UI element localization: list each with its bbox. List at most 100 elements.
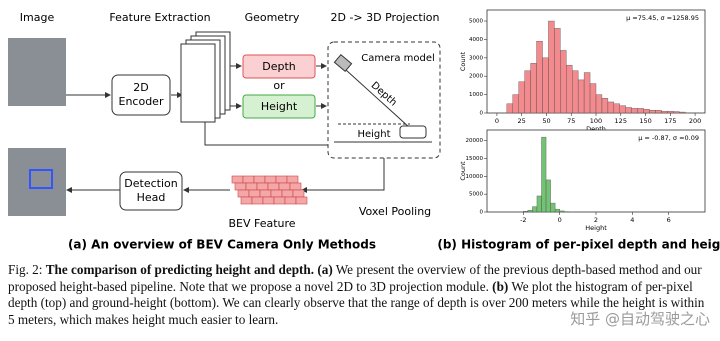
box-label: Voxel Pooling: [359, 205, 431, 218]
hist-bar: [577, 79, 585, 114]
bev-cell: [286, 175, 299, 184]
bev-cell: [275, 175, 288, 184]
x-tick-label: 0: [558, 216, 562, 224]
encoder-box: [111, 74, 171, 116]
x-axis-label: Depth: [586, 125, 606, 133]
hist-bar: [548, 20, 555, 114]
bev-grid: [231, 175, 308, 205]
box-label: Height: [261, 100, 298, 113]
x-axis-label: Height: [585, 224, 607, 232]
bev-cell: [240, 196, 253, 205]
hist-bar: [530, 63, 537, 114]
x-tick-label: 175: [664, 117, 676, 125]
x-tick-label: 75: [567, 117, 575, 125]
plot-frame: [486, 129, 706, 213]
caption: Fig. 2: The comparison of predicting hei…: [8, 262, 714, 328]
hist-bar: [566, 64, 573, 114]
x-tick-label: 50: [542, 117, 550, 125]
watermark: 知乎 @自动驾驶之心: [570, 310, 710, 328]
bev-cell: [273, 196, 286, 205]
y-tick-label: 10000: [466, 174, 484, 180]
box-label: 2D: [133, 81, 148, 94]
hist-bar: [545, 179, 551, 213]
arrows: [66, 63, 385, 193]
bev-cell: [237, 189, 250, 198]
hist-bar: [572, 70, 579, 114]
bev-cell: [234, 182, 247, 191]
hist-bar: [637, 108, 644, 114]
hist-bar: [619, 105, 626, 114]
hist-bar: [673, 111, 680, 114]
bev-cell: [264, 175, 277, 184]
y-tick-label: 5000: [469, 192, 483, 198]
hist-bar: [589, 83, 597, 114]
hist-bar: [527, 210, 533, 213]
hist-bar: [524, 70, 531, 114]
hist-bar: [643, 109, 650, 114]
col-header: Geometry: [245, 11, 300, 24]
hist-bar: [649, 110, 656, 114]
x-tick-label: 125: [615, 117, 627, 125]
box-label: Encoder: [119, 95, 164, 108]
hist-bar: [679, 111, 686, 114]
hist-bar: [541, 136, 547, 213]
annotation: μ =75.45, σ =1258.95: [626, 14, 699, 22]
x-tick-label: 0: [495, 117, 499, 125]
bev-cell: [251, 196, 264, 205]
hist-bar: [523, 211, 529, 213]
hist-bar: [631, 108, 638, 114]
hist-bar: [601, 98, 609, 114]
hist-bar: [613, 103, 620, 114]
bev-cell: [262, 196, 275, 205]
hist-bar: [532, 206, 538, 213]
detection-image: [8, 148, 66, 216]
bev-cell: [256, 182, 269, 191]
car-icon: [399, 125, 427, 139]
col-header: 2D -> 3D Projection: [330, 11, 439, 24]
caption-part: The comparison of predicting height and …: [45, 262, 333, 277]
bev-cell: [242, 175, 255, 184]
y-tick-label: 0: [480, 111, 484, 117]
bev-cell: [281, 189, 294, 198]
caption-part: We plot the histogram of per-pixel depth…: [8, 278, 705, 327]
hist-bar: [536, 195, 542, 213]
bev-cell: [253, 175, 266, 184]
x-tick-label: 200: [689, 117, 701, 125]
height-box: [242, 94, 316, 119]
bev-cell: [248, 189, 261, 198]
hist-bar: [661, 110, 668, 114]
projection-box: [327, 41, 441, 159]
bev-cell: [231, 175, 244, 184]
hist-bar: [550, 202, 556, 213]
x-tick-label: 6: [667, 216, 671, 224]
hist-bar: [607, 101, 615, 114]
x-tick-label: 2: [594, 216, 598, 224]
y-axis-label: Count: [459, 161, 467, 181]
feature-stack: [180, 31, 231, 123]
hist-bar: [542, 57, 549, 114]
head-box: [119, 171, 183, 211]
hist-bar: [536, 41, 543, 114]
caption-part: Fig. 2:: [8, 262, 46, 277]
bev-cell: [284, 196, 297, 205]
y-tick-label: 20000: [466, 138, 484, 144]
subcaption: (a) An overview of BEV Camera Only Metho…: [68, 238, 376, 252]
hist-bar: [554, 208, 560, 213]
hist-bar: [560, 50, 567, 114]
ray: [345, 69, 411, 129]
x-tick-label: 4: [630, 216, 634, 224]
col-header: Feature Extraction: [109, 11, 210, 24]
y-axis-label: Count: [459, 51, 467, 71]
bev-cell: [270, 189, 283, 198]
bev-cell: [289, 182, 302, 191]
box-label: Head: [137, 191, 166, 204]
y-tick-label: 1000: [469, 92, 483, 98]
hist-bar: [554, 28, 561, 114]
figure: Image Feature Extraction Geometry 2D -> …: [8, 9, 720, 252]
y-tick-label: 15000: [466, 156, 484, 162]
box-label: or: [273, 79, 285, 92]
y-tick-label: 2000: [469, 74, 483, 80]
camera-icon: [333, 53, 353, 73]
y-tick-label: 0: [480, 210, 484, 216]
